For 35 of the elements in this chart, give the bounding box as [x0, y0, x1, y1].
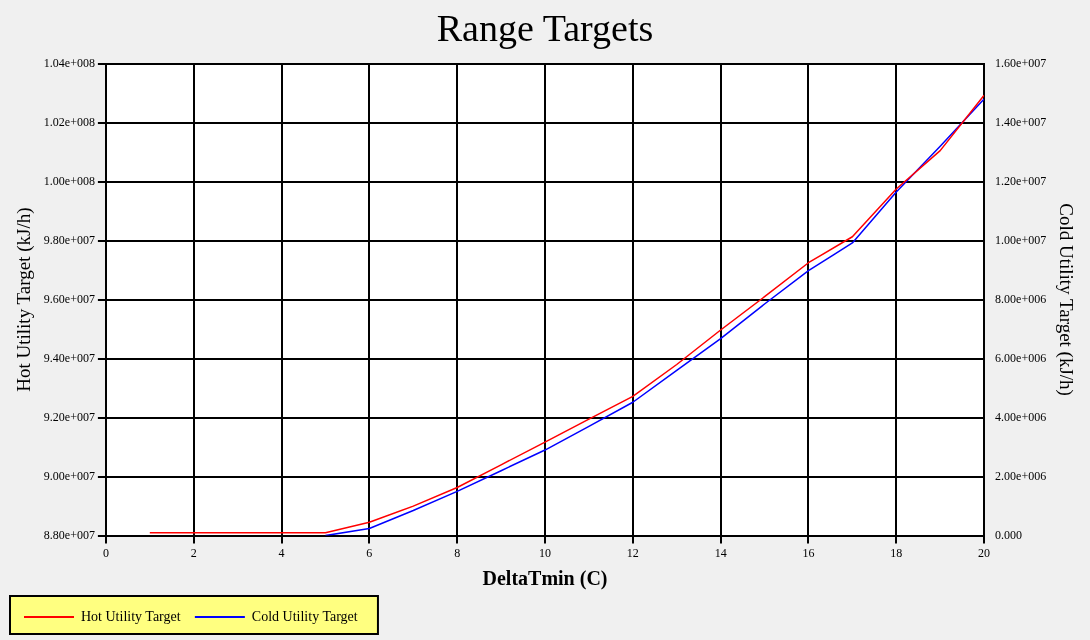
- y-tick-label: 1.04e+008: [43, 55, 95, 70]
- y-tick-label: 9.60e+007: [43, 291, 95, 306]
- x-tick-label: 12: [626, 545, 639, 560]
- x-tick-label: 16: [802, 545, 815, 560]
- x-tick-label: 20: [978, 545, 991, 560]
- y-tick-label: 1.02e+008: [43, 114, 95, 129]
- legend-label: Cold Utility Target: [251, 608, 358, 624]
- y-tick-label: 9.20e+007: [43, 409, 95, 424]
- x-tick-label: 4: [278, 545, 285, 560]
- y-tick-label: 1.00e+008: [43, 173, 95, 188]
- y2-tick-label: 6.00e+006: [995, 350, 1047, 365]
- x-tick-label: 2: [190, 545, 197, 560]
- y2-tick-label: 1.20e+007: [995, 173, 1047, 188]
- y2-tick-label: 1.60e+007: [995, 55, 1047, 70]
- x-tick-label: 14: [714, 545, 727, 560]
- x-tick-label: 0: [102, 545, 109, 560]
- y-axis-title: Hot Utility Target (kJ/h): [13, 207, 36, 392]
- x-tick-label: 18: [890, 545, 903, 560]
- x-axis-title: DeltaTmin (C): [482, 567, 608, 591]
- y-tick-label: 9.00e+007: [43, 468, 95, 483]
- x-tick-label: 8: [454, 545, 461, 560]
- y2-tick-label: 0.000: [995, 527, 1023, 542]
- y-tick-label: 9.40e+007: [43, 350, 95, 365]
- y2-tick-label: 8.00e+006: [995, 291, 1047, 306]
- chart-title: Range Targets: [436, 6, 654, 49]
- y2-axis-title: Cold Utility Target (kJ/h): [1054, 203, 1077, 396]
- y2-tick-label: 1.40e+007: [995, 114, 1047, 129]
- x-tick-label: 6: [366, 545, 373, 560]
- y2-tick-label: 2.00e+006: [995, 468, 1047, 483]
- y2-tick-label: 1.00e+007: [995, 232, 1047, 247]
- legend-label: Hot Utility Target: [81, 608, 181, 624]
- y-tick-label: 8.80e+007: [43, 527, 95, 542]
- y-tick-label: 9.80e+007: [43, 232, 95, 247]
- x-tick-label: 10: [539, 545, 551, 560]
- y2-tick-label: 4.00e+006: [995, 409, 1047, 424]
